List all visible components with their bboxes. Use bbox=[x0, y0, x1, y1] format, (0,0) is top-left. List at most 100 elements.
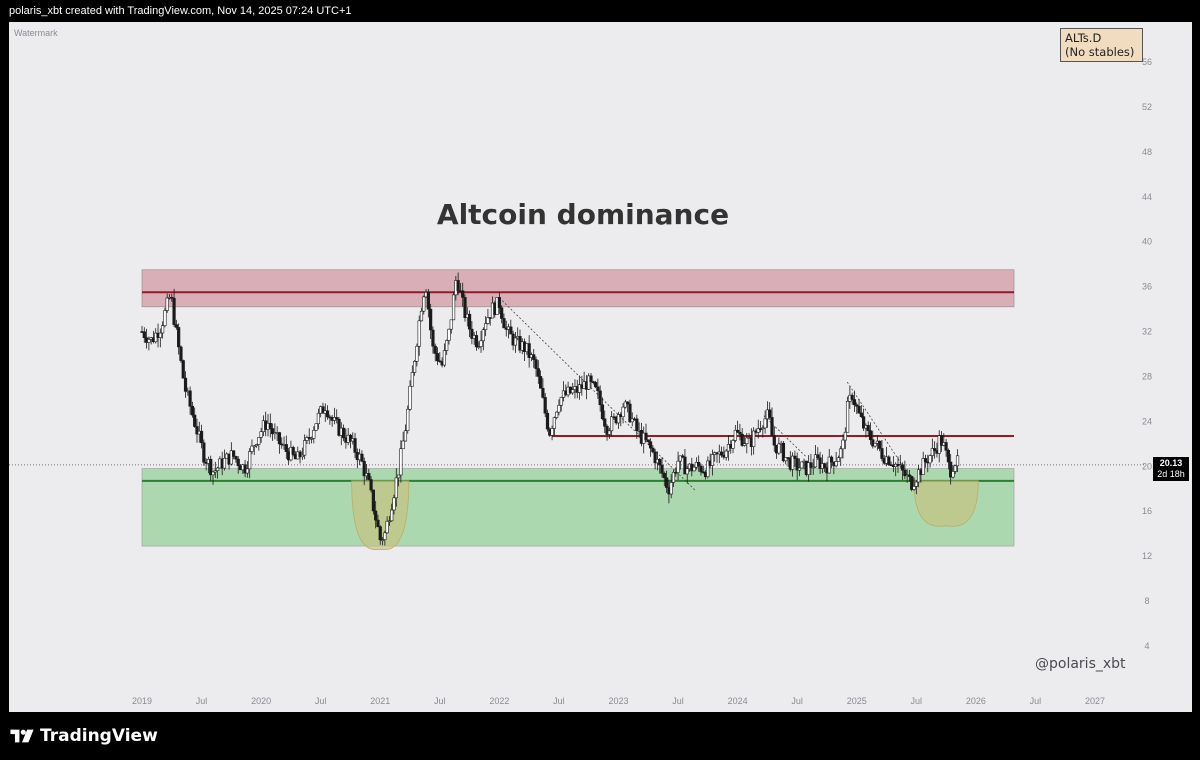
x-tick-label: 2025 bbox=[847, 696, 867, 706]
candle-body bbox=[181, 360, 185, 379]
candle-body bbox=[305, 437, 309, 441]
candle-body bbox=[183, 377, 188, 392]
candle-body bbox=[836, 457, 841, 462]
candle-body bbox=[291, 447, 295, 455]
candle-body bbox=[422, 296, 426, 312]
candle-body bbox=[202, 442, 206, 463]
x-tick-label: Jul bbox=[791, 696, 803, 706]
candle-body bbox=[179, 346, 183, 361]
candle-body bbox=[408, 385, 412, 410]
candle-body bbox=[232, 450, 236, 457]
candle-body bbox=[193, 414, 197, 427]
candle-body bbox=[378, 526, 382, 541]
candle-body bbox=[268, 422, 272, 429]
candle-body bbox=[635, 418, 639, 432]
candle-body bbox=[555, 411, 559, 418]
candle-body bbox=[662, 473, 666, 479]
candle-body bbox=[628, 403, 632, 423]
candle-body bbox=[209, 458, 213, 476]
candle-body bbox=[316, 412, 320, 425]
candle-body bbox=[923, 458, 928, 463]
candle-body bbox=[914, 481, 918, 487]
candle-body bbox=[367, 473, 371, 480]
candle-body bbox=[697, 461, 701, 467]
candle-body bbox=[374, 510, 378, 521]
candle-body bbox=[447, 328, 451, 341]
candle-body bbox=[360, 453, 364, 462]
candle-body bbox=[868, 430, 873, 440]
candle-body bbox=[245, 468, 249, 474]
candle-body bbox=[623, 401, 627, 408]
x-tick-label: 2019 bbox=[132, 696, 152, 706]
chart-frame[interactable]: Watermark 4 8 12 16 20 24 28 32 36 40 44 48 52 56 201… bbox=[9, 22, 1192, 712]
candle-body bbox=[953, 465, 957, 472]
x-tick-label: 2022 bbox=[489, 696, 509, 706]
y-tick-label: 56 bbox=[1142, 57, 1152, 67]
candle-body bbox=[303, 440, 307, 456]
candle-body bbox=[589, 375, 593, 382]
y-tick-label: 44 bbox=[1142, 192, 1152, 202]
candle-body bbox=[648, 441, 653, 449]
candle-body bbox=[463, 297, 467, 318]
candle-body bbox=[811, 466, 815, 469]
candle-body bbox=[910, 476, 914, 490]
candle-body bbox=[912, 486, 916, 490]
candle-body bbox=[731, 440, 735, 449]
x-tick-label: 2021 bbox=[370, 696, 390, 706]
candle-body bbox=[658, 459, 662, 466]
candle-body bbox=[497, 297, 501, 309]
y-tick-label: 8 bbox=[1144, 596, 1149, 606]
candle-body bbox=[791, 455, 795, 470]
candle-body bbox=[431, 329, 435, 347]
x-tick-label: 2027 bbox=[1085, 696, 1105, 706]
candle-body bbox=[392, 497, 396, 511]
x-tick-label: Jul bbox=[672, 696, 684, 706]
candle-body bbox=[710, 454, 715, 466]
candle-body bbox=[827, 456, 831, 474]
candle-body bbox=[188, 390, 192, 407]
x-tick-label: Jul bbox=[553, 696, 565, 706]
y-tick-label: 20 bbox=[1142, 461, 1152, 471]
tradingview-logo[interactable]: TradingView bbox=[10, 726, 158, 746]
candle-body bbox=[401, 440, 405, 450]
candle-body bbox=[834, 461, 838, 467]
candle-body bbox=[630, 418, 634, 423]
candle-body bbox=[921, 458, 925, 475]
x-tick-label: 2024 bbox=[728, 696, 748, 706]
candle-body bbox=[880, 448, 884, 459]
candle-body bbox=[215, 467, 220, 471]
candle-body bbox=[607, 430, 611, 435]
candle-body bbox=[399, 448, 403, 476]
x-tick-label: 2026 bbox=[966, 696, 986, 706]
y-tick-label: 40 bbox=[1142, 237, 1152, 247]
candle-body bbox=[234, 456, 238, 460]
candle-body bbox=[470, 328, 474, 339]
y-tick-label: 52 bbox=[1142, 102, 1152, 112]
candle-body bbox=[829, 456, 834, 463]
candle-body bbox=[442, 350, 446, 366]
candle-body bbox=[626, 401, 630, 405]
candle-body bbox=[461, 290, 465, 298]
candle-body bbox=[474, 335, 479, 348]
candle-body bbox=[671, 471, 676, 483]
candle-body bbox=[903, 469, 907, 477]
candle-body bbox=[676, 460, 680, 473]
candle-body bbox=[857, 405, 861, 414]
candle-body bbox=[534, 359, 538, 369]
candle-body bbox=[543, 397, 547, 414]
candle-body bbox=[818, 457, 822, 469]
footer-bar: TradingView bbox=[0, 712, 1200, 760]
candle-body bbox=[396, 474, 401, 479]
candle-body bbox=[571, 389, 575, 394]
candle-body bbox=[259, 431, 263, 438]
bar-countdown: 2d 18h bbox=[1157, 469, 1185, 479]
candle-body bbox=[738, 431, 742, 435]
candle-body bbox=[257, 437, 261, 445]
candle-body bbox=[823, 463, 827, 469]
candle-body bbox=[621, 406, 625, 418]
candle-body bbox=[593, 381, 598, 388]
candle-body bbox=[871, 439, 875, 447]
candle-body bbox=[559, 397, 563, 406]
candle-body bbox=[371, 489, 375, 512]
